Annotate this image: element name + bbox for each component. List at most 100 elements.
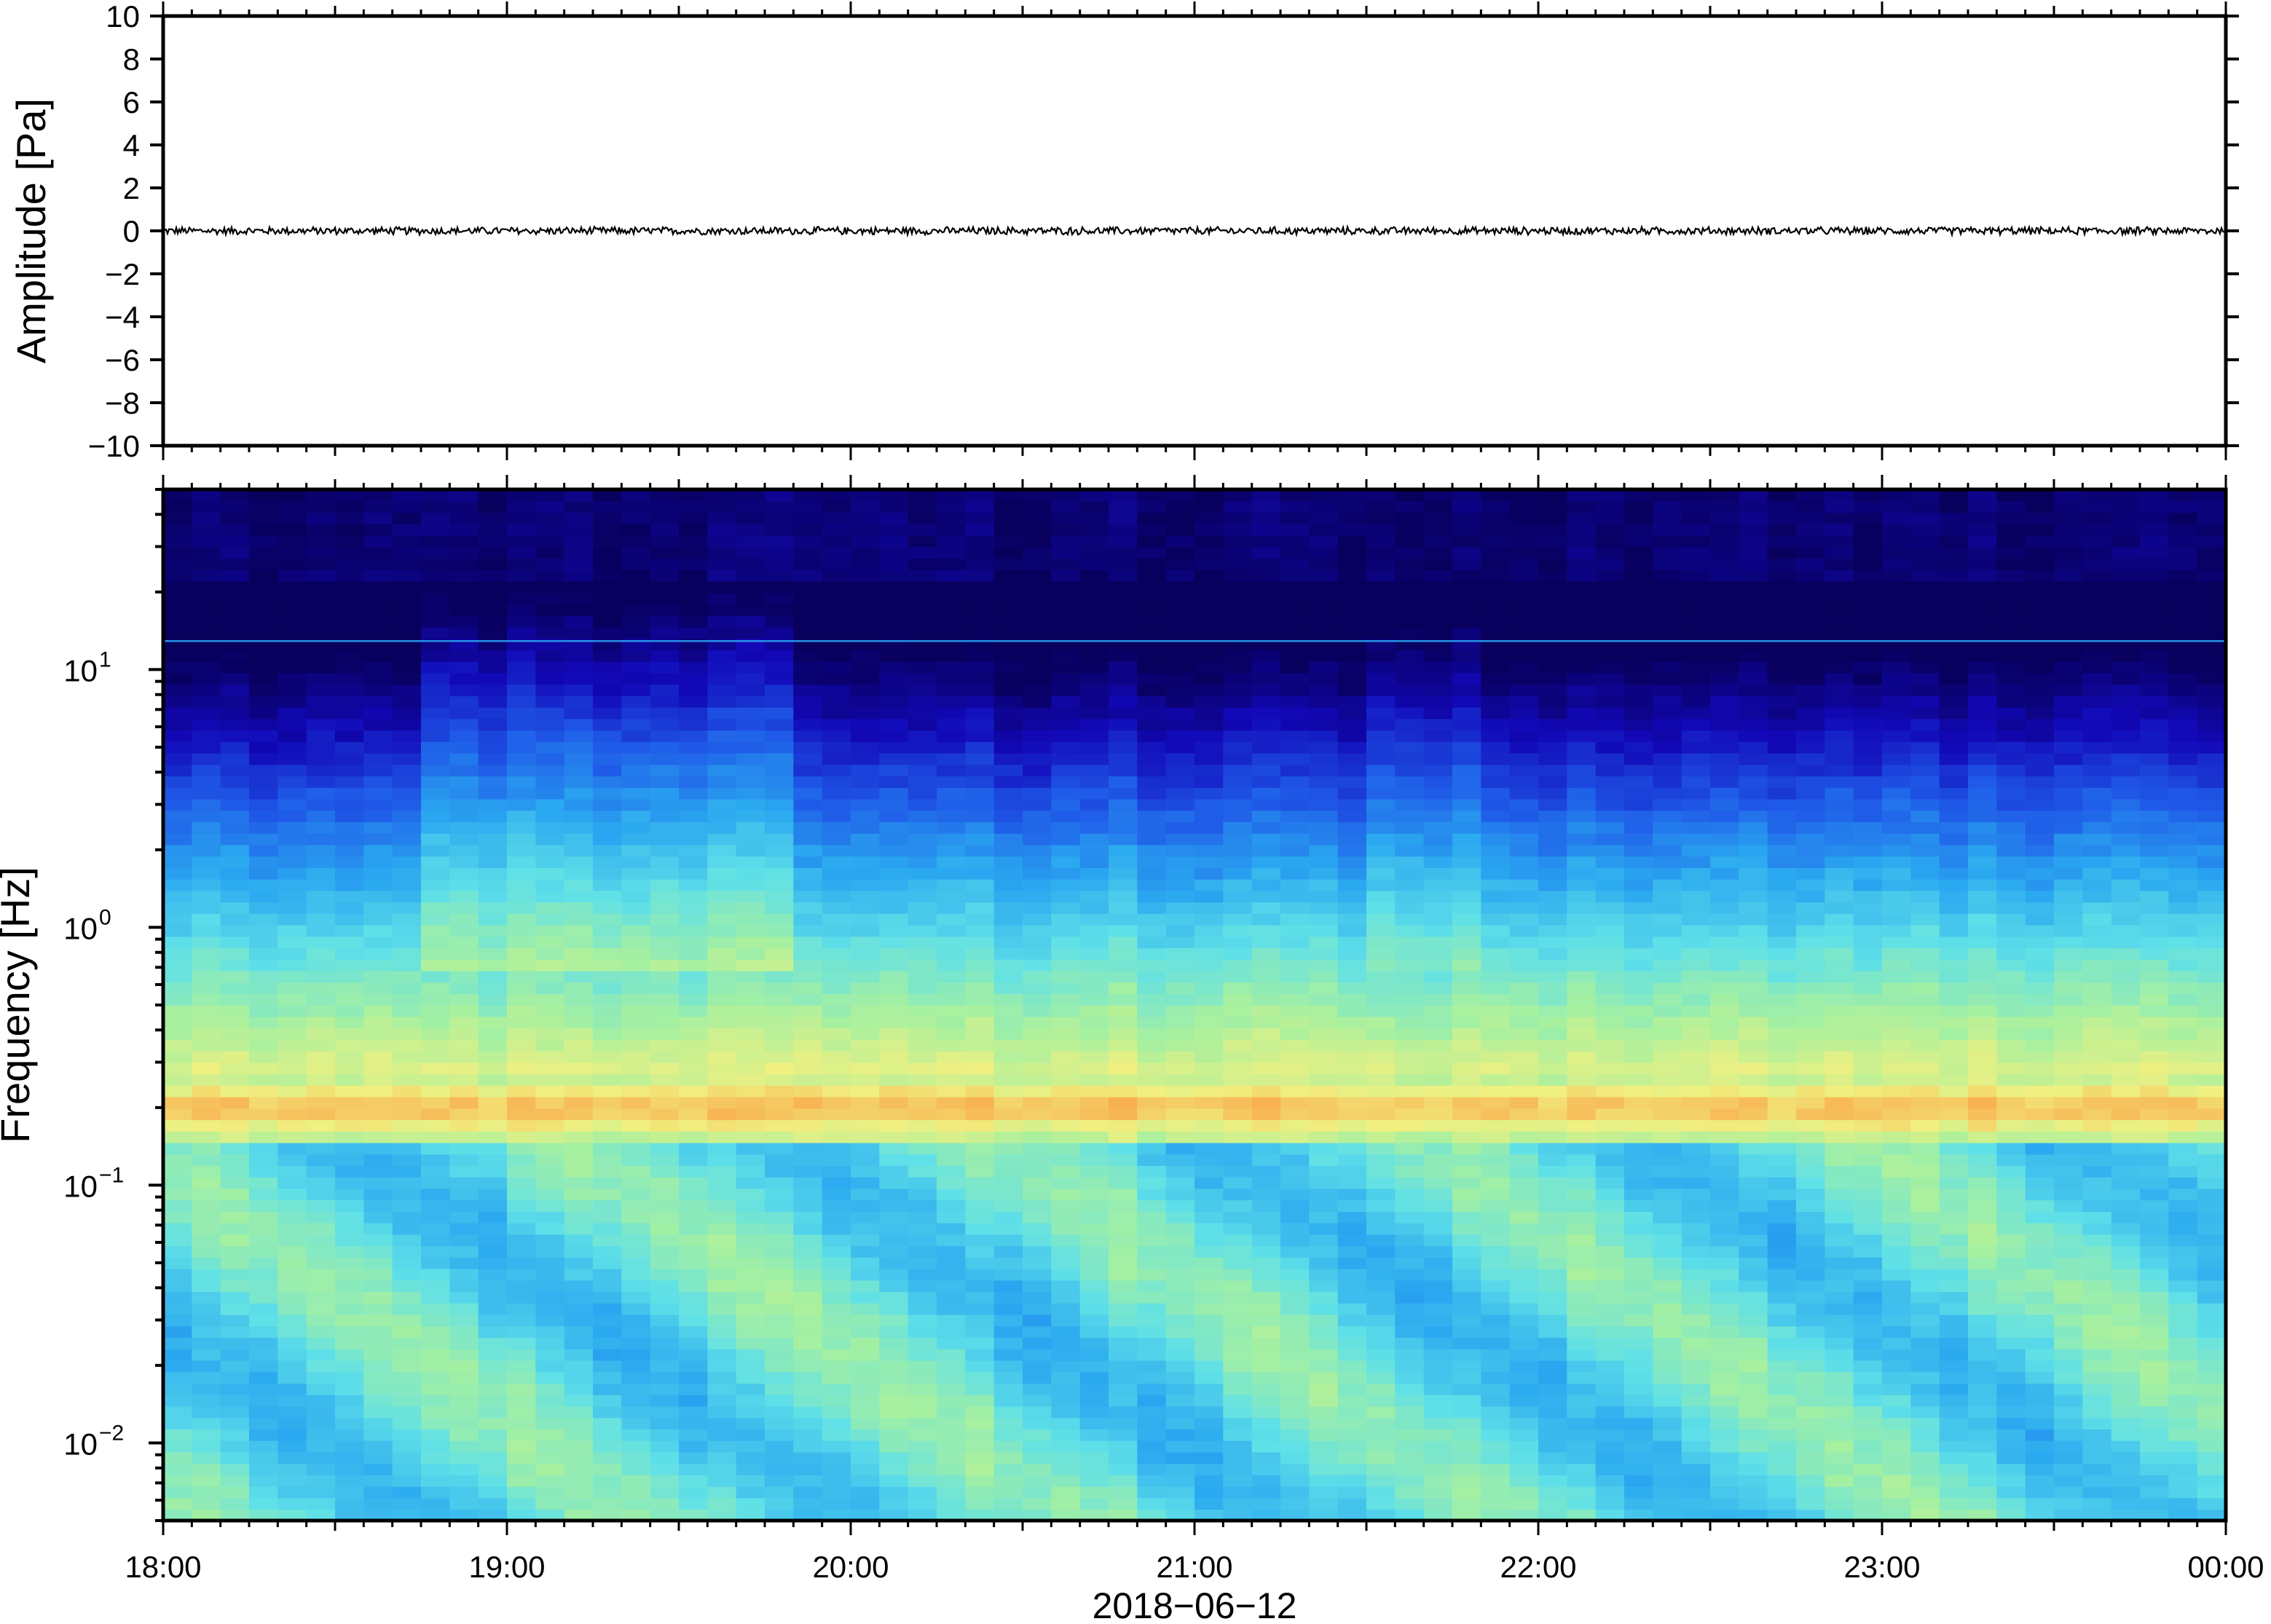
- spectrogram-cell: [449, 1085, 479, 1097]
- spectrogram-cell: [1653, 1016, 1682, 1029]
- spectrogram-cell: [593, 1050, 623, 1063]
- spectrogram-cell: [1280, 752, 1310, 765]
- spectrogram-cell: [1538, 810, 1568, 822]
- spectrogram-cell: [163, 1268, 193, 1281]
- spectrogram-cell: [1653, 1394, 1682, 1407]
- spectrogram-cell: [1538, 1314, 1568, 1327]
- spectrogram-cell: [564, 1325, 594, 1338]
- spectrogram-cell: [449, 764, 479, 777]
- spectrogram-cell: [163, 1417, 193, 1430]
- spectrogram-cell: [278, 993, 307, 1006]
- spectrogram-cell: [1337, 592, 1367, 605]
- spectrogram-cell: [707, 1177, 737, 1189]
- spectrogram-cell: [478, 718, 508, 731]
- spectrogram-cell: [1653, 982, 1682, 994]
- spectrogram-cell: [335, 1222, 365, 1235]
- spectrogram-cell: [1452, 1291, 1482, 1304]
- spectrogram-cell: [335, 947, 365, 960]
- spectrogram-cell: [507, 1199, 537, 1212]
- spectrogram-cell: [278, 1028, 307, 1040]
- spectrogram-cell: [965, 741, 995, 754]
- spectrogram-cell: [679, 1245, 709, 1258]
- spectrogram-cell: [736, 1039, 765, 1052]
- spectrogram-cell: [1051, 902, 1081, 914]
- spectrogram-cell: [507, 1096, 537, 1109]
- spectrogram-cell: [1223, 993, 1253, 1006]
- spectrogram-cell: [392, 1314, 422, 1327]
- spectrogram-cell: [1567, 1268, 1597, 1281]
- spectrogram-cell: [1194, 1371, 1224, 1384]
- spectrogram-cell: [306, 706, 336, 720]
- spectrogram-cell: [1624, 1096, 1654, 1109]
- spectrogram-cell: [879, 1383, 909, 1395]
- spectrogram-cell: [879, 1303, 909, 1315]
- spectrogram-cell: [1309, 1211, 1339, 1223]
- spectrogram-cell: [192, 1119, 221, 1132]
- spectrogram-cell: [765, 844, 795, 857]
- spectrogram-cell: [1509, 1073, 1539, 1086]
- spectrogram-cell: [965, 947, 995, 960]
- spectrogram-cell: [278, 1234, 307, 1247]
- spectrogram-cell: [421, 993, 451, 1006]
- spectrogram-cell: [335, 1188, 365, 1201]
- spectrogram-cell: [1079, 569, 1109, 582]
- spectrogram-cell: [1595, 1119, 1625, 1132]
- spectrogram-cell: [1109, 1177, 1138, 1189]
- spectrogram-cell: [1452, 1177, 1482, 1189]
- spectrogram-cell: [1165, 844, 1195, 857]
- spectrogram-cell: [163, 718, 193, 731]
- spectrogram-cell: [1509, 1234, 1539, 1247]
- spectrogram-cell: [736, 1154, 765, 1166]
- spectrogram-cell: [1624, 924, 1654, 937]
- spectrogram-cell: [220, 626, 250, 639]
- spectrogram-cell: [1309, 626, 1339, 639]
- spectrogram-cell: [1194, 1463, 1224, 1475]
- spectrogram-cell: [220, 764, 250, 777]
- spectrogram-cell: [1423, 489, 1453, 502]
- spectrogram-cell: [1423, 1360, 1453, 1373]
- spectrogram-cell: [392, 1325, 422, 1338]
- spectrogram-cell: [1337, 1222, 1367, 1235]
- spectrogram-cell: [1710, 1268, 1740, 1281]
- spectrogram-cell: [1681, 1177, 1711, 1189]
- spectrogram-cell: [1423, 580, 1453, 594]
- spectrogram-cell: [1280, 650, 1310, 662]
- spectrogram-cell: [1509, 535, 1539, 548]
- spectrogram-cell: [679, 787, 709, 800]
- spectrogram-cell: [1051, 844, 1081, 857]
- spectrogram-cell: [1595, 833, 1625, 845]
- spectrogram-cell: [765, 1062, 795, 1075]
- spectrogram-cell: [478, 1314, 508, 1327]
- spectrogram-cell: [937, 524, 967, 536]
- spectrogram-cell: [1509, 1005, 1539, 1017]
- spectrogram-cell: [1337, 524, 1367, 536]
- spectrogram-cell: [363, 902, 393, 914]
- spectrogram-cell: [535, 684, 565, 696]
- spectrogram-cell: [535, 1028, 565, 1040]
- spectrogram-cell: [1309, 1337, 1339, 1349]
- spectrogram-cell: [593, 970, 623, 983]
- spectrogram-cell: [965, 1429, 995, 1441]
- spectrogram-cell: [1538, 1222, 1568, 1235]
- spectrogram-cell: [879, 730, 909, 742]
- spectrogram-cell: [679, 1463, 709, 1475]
- spectrogram-cell: [621, 592, 651, 605]
- spectrogram-cell: [765, 936, 795, 949]
- spectrogram-cell: [707, 821, 737, 834]
- spectrogram-cell: [793, 546, 823, 559]
- spectrogram-cell: [707, 1016, 737, 1029]
- spectrogram-cell: [908, 1417, 937, 1430]
- spectrogram-cell: [1653, 1154, 1682, 1166]
- spectrogram-cell: [736, 1050, 765, 1063]
- spectrogram-cell: [965, 730, 995, 742]
- spectrogram-cell: [1538, 1349, 1568, 1361]
- spectrogram-cell: [593, 1394, 623, 1407]
- spectrogram-cell: [478, 489, 508, 502]
- spectrogram-cell: [793, 604, 823, 616]
- spectrogram-cell: [1280, 1211, 1310, 1223]
- spectrogram-cell: [1280, 580, 1310, 594]
- spectrogram-cell: [421, 1257, 451, 1269]
- spectrogram-cell: [1109, 1199, 1138, 1212]
- spectrogram-cell: [765, 1451, 795, 1465]
- spectrogram-cell: [1509, 1222, 1539, 1235]
